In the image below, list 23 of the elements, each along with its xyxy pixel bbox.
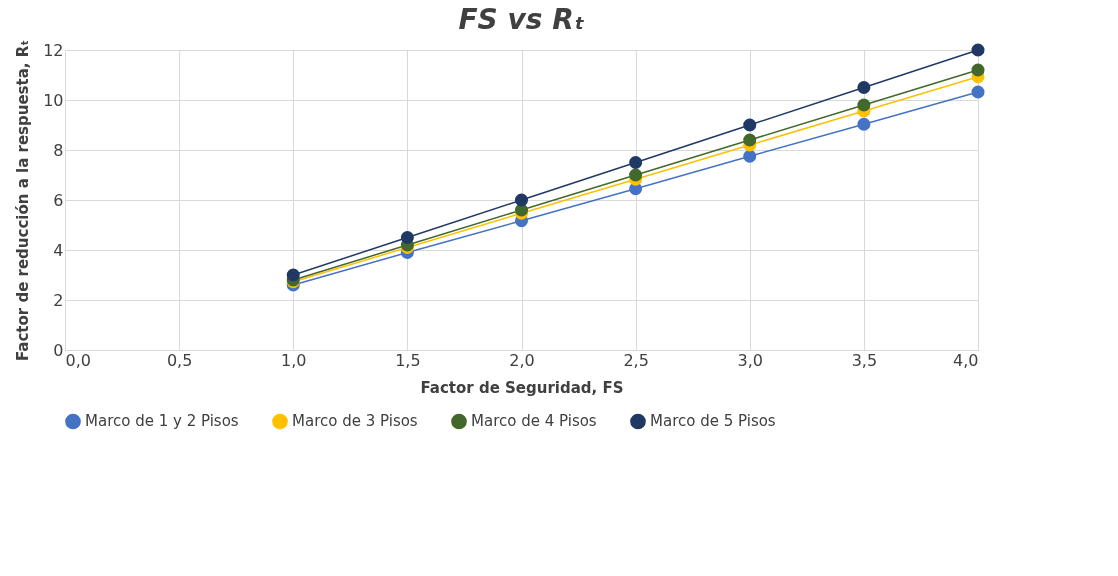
legend-label: Marco de 4 Pisos	[471, 412, 597, 431]
x-axis-title: Factor de Seguridad, FS	[420, 378, 624, 397]
x-tick-label: 2,5	[623, 350, 649, 370]
y-tick-label: 12	[43, 40, 64, 60]
x-tick-label: 2,0	[509, 350, 535, 370]
x-tick-label: 0,5	[166, 350, 193, 370]
legend-label: Marco de 5 Pisos	[650, 412, 776, 431]
x-tick-label: 1,5	[395, 350, 421, 370]
legend-label: Marco de 3 Pisos	[292, 412, 418, 431]
y-tick-label: 0	[53, 340, 64, 360]
y-tick-label: 6	[53, 190, 64, 210]
x-tick-label: 0,0	[65, 350, 91, 370]
legend-label: Marco de 1 y 2 Pisos	[85, 412, 239, 431]
x-tick-label: 4,0	[953, 350, 979, 370]
y-tick-label: 2	[53, 290, 64, 310]
y-tick-label: 8	[53, 140, 64, 160]
chart-title: FS vs Rₜ	[458, 3, 585, 37]
y-tick-label: 10	[43, 90, 64, 110]
y-tick-label: 4	[53, 240, 64, 260]
y-axis-title: Factor de reducción a la respuesta, Rₜ	[14, 39, 33, 362]
x-tick-label: 3,5	[851, 350, 878, 370]
x-tick-label: 1,0	[281, 350, 307, 370]
x-tick-label: 3,0	[737, 350, 763, 370]
